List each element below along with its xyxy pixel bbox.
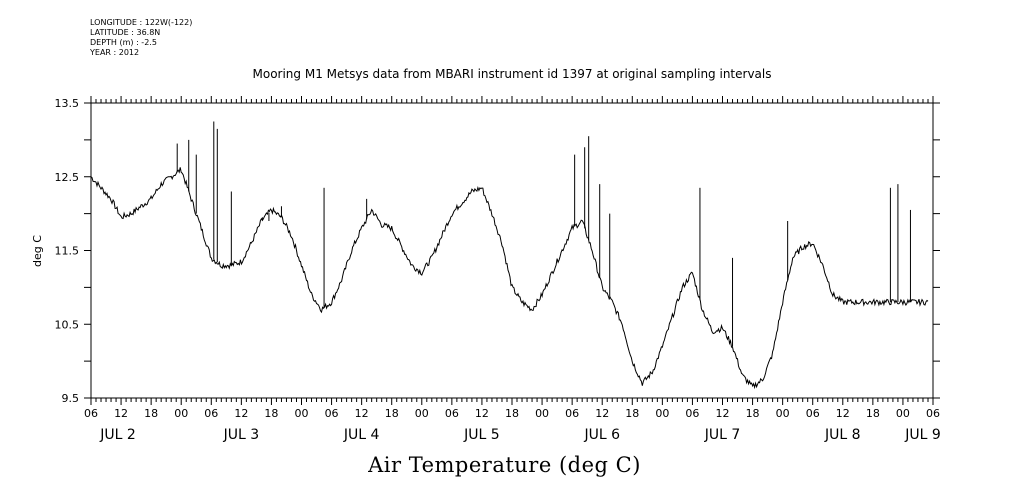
x-hour-tick-label: 12 (114, 407, 128, 420)
y-tick-label: 9.5 (62, 392, 80, 405)
x-hour-tick-label: 18 (746, 407, 760, 420)
x-hour-tick-label: 18 (264, 407, 278, 420)
x-hour-tick-label: 06 (204, 407, 218, 420)
y-axis-label: deg C (31, 235, 44, 267)
x-hour-tick-label: 12 (595, 407, 609, 420)
x-hour-tick-label: 18 (625, 407, 639, 420)
longitude-text: LONGITUDE : 122W(-122) (90, 18, 193, 27)
x-day-label: JUL 8 (824, 427, 861, 443)
air-temperature-line (90, 167, 929, 390)
y-tick-label: 13.5 (55, 97, 80, 110)
year-text: YEAR : 2012 (90, 48, 140, 57)
x-hour-tick-label: 00 (415, 407, 429, 420)
x-axis-label: Air Temperature (deg C) (368, 453, 641, 477)
x-hour-tick-label: 18 (505, 407, 519, 420)
x-hour-tick-label: 00 (776, 407, 790, 420)
x-hour-tick-label: 12 (716, 407, 730, 420)
x-hour-tick-label: 00 (655, 407, 669, 420)
x-day-label: JUL 7 (704, 427, 741, 443)
x-hour-tick-label: 06 (84, 407, 98, 420)
metadata-block: LONGITUDE : 122W(-122) LATITUDE : 36.8N … (90, 18, 192, 58)
y-tick-label: 11.5 (55, 245, 80, 258)
x-hour-tick-label: 06 (685, 407, 699, 420)
x-hour-tick-label: 18 (144, 407, 158, 420)
x-hour-tick-label: 00 (295, 407, 309, 420)
chart-title: Mooring M1 Metsys data from MBARI instru… (252, 67, 772, 81)
x-hour-tick-label: 12 (475, 407, 489, 420)
x-hour-tick-label: 06 (806, 407, 820, 420)
latitude-text: LATITUDE : 36.8N (90, 28, 161, 37)
x-hour-tick-label: 18 (866, 407, 880, 420)
x-hour-tick-label: 00 (896, 407, 910, 420)
x-day-label: JUL 5 (463, 427, 500, 443)
x-day-label: JUL 3 (223, 427, 260, 443)
x-hour-tick-label: 12 (355, 407, 369, 420)
x-hour-tick-label: 00 (174, 407, 188, 420)
x-hour-tick-label: 06 (926, 407, 940, 420)
x-day-label: JUL 9 (904, 427, 941, 443)
y-tick-label: 12.5 (55, 171, 80, 184)
x-hour-tick-label: 06 (565, 407, 579, 420)
x-hour-tick-label: 18 (385, 407, 399, 420)
x-hour-tick-label: 06 (445, 407, 459, 420)
x-hour-tick-label: 06 (325, 407, 339, 420)
x-hour-tick-label: 12 (234, 407, 248, 420)
x-day-label: JUL 2 (99, 427, 136, 443)
x-day-label: JUL 6 (583, 427, 620, 443)
x-hour-tick-label: 12 (836, 407, 850, 420)
y-tick-label: 10.5 (55, 318, 80, 331)
depth-text: DEPTH (m) : -2.5 (90, 38, 157, 47)
x-hour-tick-label: 00 (535, 407, 549, 420)
x-day-label: JUL 4 (343, 427, 380, 443)
